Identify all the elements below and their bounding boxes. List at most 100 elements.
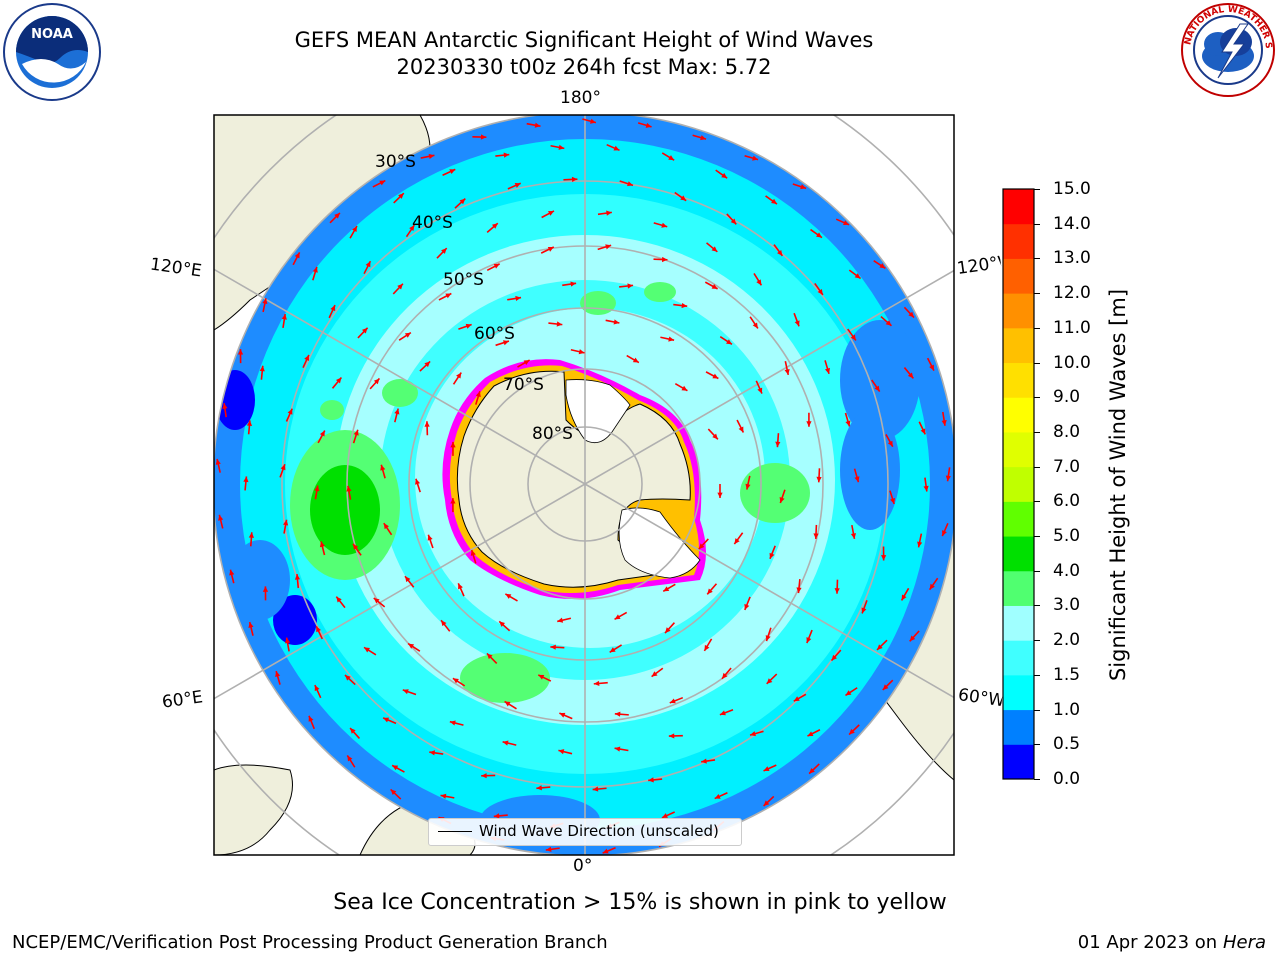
wave-arrow-head: [711, 283, 718, 289]
wave-arrow-head: [712, 433, 718, 440]
wave-arrow-head: [908, 311, 915, 318]
wave-arrow-head: [364, 647, 371, 653]
wave-arrow-head: [350, 728, 356, 734]
wave-arrow-head: [756, 279, 762, 286]
wave-arrow-head: [347, 755, 353, 762]
map-subtitle: 20230330 t00z 264h fcst Max: 5.72: [396, 55, 772, 79]
wave-arrow-head: [681, 385, 688, 391]
wave-arrow-head: [427, 534, 433, 541]
colorbar-tick-label: 8.0: [1053, 421, 1081, 442]
wave-arrow-head: [796, 587, 802, 594]
wave-arrow-head: [346, 485, 352, 492]
wave-arrow-head: [456, 372, 462, 379]
colorbar-segment: [1003, 744, 1034, 780]
wave-arrow-head: [766, 678, 773, 684]
wave-arrow-head: [613, 319, 620, 325]
wave-arrow-head: [816, 232, 822, 238]
wave-arrow-head: [304, 354, 309, 361]
wave-arrow-head: [319, 430, 325, 437]
wave-arrow-head: [738, 426, 744, 433]
wave-arrow-head: [942, 530, 947, 537]
wave-arrow-head: [592, 786, 599, 792]
wave-arrow-head: [907, 372, 914, 379]
wave-arrow-head: [415, 478, 421, 485]
colorbar-tick-mark: [1034, 223, 1040, 225]
wave-arrow-head: [275, 671, 281, 678]
wave-arrow-head: [850, 334, 856, 341]
map-legend: Wind Wave Direction (unscaled): [428, 818, 742, 846]
wave-arrow-head: [547, 210, 554, 216]
wave-arrow-head: [854, 476, 860, 483]
wave-arrow-head: [502, 740, 509, 746]
wave-arrow-head: [486, 653, 493, 660]
wave-arrow-head: [704, 644, 710, 651]
wave-arrow-head: [721, 672, 728, 679]
wave-arrow-head: [398, 193, 404, 199]
wave-arrow-head: [475, 391, 481, 398]
wave-arrow-head: [445, 293, 452, 299]
colorbar-tick-label: 4.0: [1053, 560, 1081, 581]
wave-arrow-head: [817, 288, 823, 295]
wave-arrow-head: [281, 314, 287, 320]
wave-arrow-head: [793, 696, 800, 702]
wave-arrow-head: [499, 621, 506, 627]
wave-arrow-head: [424, 421, 430, 427]
colorbar-segment: [1003, 362, 1034, 398]
wave-arrow-head: [248, 532, 254, 538]
wave-arrow-head: [711, 246, 718, 252]
wave-arrow-head: [547, 246, 554, 252]
wave-arrow-head: [613, 145, 620, 151]
wave-arrow-head: [459, 198, 466, 205]
wave-arrow-head: [284, 637, 291, 644]
wave-arrow-head: [880, 555, 887, 561]
wave-arrow-head: [502, 340, 509, 346]
colorbar-tick-label: 5.0: [1053, 526, 1081, 547]
wave-arrow-head: [813, 533, 819, 539]
wave-arrow-head: [763, 800, 770, 807]
wave-arrow-head: [536, 785, 542, 791]
colorbar-segment: [1003, 501, 1034, 537]
wave-arrow-head: [379, 180, 386, 186]
colorbar-tick-label: 9.0: [1053, 387, 1081, 408]
wave-arrow-head: [558, 144, 565, 150]
colorbar-tick-mark: [1034, 327, 1040, 329]
wave-arrow-head: [854, 273, 861, 279]
wave-arrow-head: [721, 172, 728, 179]
wave-arrow-head: [806, 637, 812, 644]
wave-arrow-head: [504, 701, 511, 707]
wave-arrow-head: [701, 758, 707, 764]
colorbar-tick-mark: [1034, 605, 1040, 607]
wave-arrow-head: [314, 685, 320, 692]
colorbar-tick-label: 10.0: [1053, 352, 1091, 373]
wave-arrow-head: [877, 644, 883, 650]
footer-host: Hera: [1222, 932, 1266, 953]
wave-arrow-head: [744, 603, 750, 610]
wave-arrow-head: [849, 728, 855, 735]
wave-arrow-head: [700, 135, 707, 141]
wave-arrow-head: [424, 361, 431, 368]
lat-label-40s: 40°S: [412, 213, 453, 233]
wave-arrow-head: [800, 184, 807, 190]
wave-arrow-head: [365, 261, 371, 268]
wave-arrow-head: [627, 181, 633, 187]
wave-arrow-head: [336, 596, 342, 603]
colorbar-segment: [1003, 570, 1034, 606]
wave-arrow-head: [452, 678, 459, 684]
colorbar-tick-label: 3.0: [1053, 595, 1081, 616]
legend-line-swatch: [438, 831, 472, 832]
colorbar-tick-label: 1.0: [1053, 699, 1081, 720]
wave-arrow-head: [769, 552, 775, 559]
wave-arrow-head: [316, 626, 321, 633]
wave-arrow-head: [602, 848, 609, 854]
wave-arrow-head: [556, 321, 563, 327]
wave-arrow-head: [750, 731, 756, 737]
colorbar-tick-mark: [1034, 779, 1040, 780]
wave-arrow-head: [730, 218, 737, 225]
lon-label-0: 0°: [573, 856, 593, 876]
wave-arrow-head: [779, 497, 785, 503]
noaa-logo-text: NOAA: [31, 27, 73, 42]
wave-arrow-head: [559, 712, 566, 718]
wave-arrow-head: [481, 773, 487, 779]
colorbar-segment: [1003, 189, 1034, 225]
